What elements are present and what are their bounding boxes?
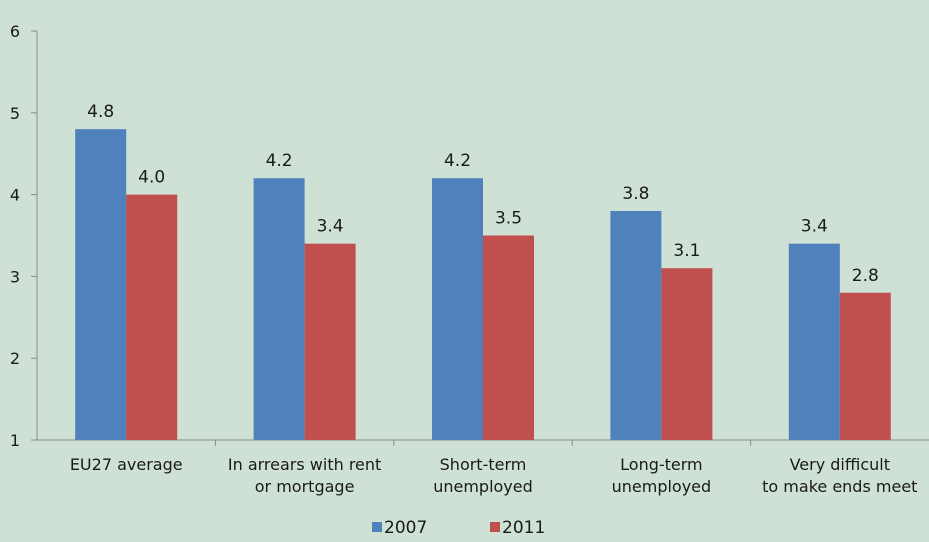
y-tick-label: 2 (10, 349, 20, 368)
y-tick-label: 3 (10, 267, 20, 286)
bar-2007 (788, 243, 840, 440)
data-label-2011: 3.1 (673, 241, 700, 261)
data-label-2011: 3.4 (317, 217, 344, 237)
data-label-2007: 4.2 (444, 151, 471, 171)
legend-label-2007: 2007 (384, 518, 427, 538)
legend-swatch-2011 (490, 522, 500, 532)
data-label-2011: 2.8 (852, 266, 879, 286)
bar-2011 (839, 292, 891, 440)
bar-2007 (610, 210, 662, 440)
x-category-label: Very difficult to make ends meet (762, 455, 917, 496)
bar-2007 (432, 178, 483, 441)
bar-2011 (126, 194, 178, 440)
bar-2011 (304, 243, 356, 440)
data-label-2007: 3.8 (622, 184, 649, 204)
x-category-label: In arrears with rent or mortgage (228, 455, 381, 496)
x-category-label: EU27 average (70, 455, 183, 474)
y-axis: 1 2 3 4 5 6 (10, 22, 38, 450)
x-category-label: Short-term unemployed (433, 455, 533, 496)
data-label-2007: 4.8 (87, 102, 114, 122)
bar-2007 (253, 178, 305, 441)
bars (75, 129, 891, 441)
bar-2011 (483, 235, 534, 440)
bar-2007 (75, 129, 127, 440)
legend-swatch-2007 (372, 522, 382, 532)
data-labels: 4.8 4.0 4.2 3.4 4.2 3.5 3.8 3.1 3.4 2.8 (87, 102, 879, 286)
bar-2011 (661, 268, 713, 440)
x-axis: EU27 average In arrears with rent or mortg… (37, 439, 929, 496)
x-category-label: Long-term unemployed (612, 455, 712, 496)
y-tick-label: 6 (10, 22, 20, 41)
legend: 2007 2011 (372, 518, 545, 538)
y-tick-label: 4 (10, 186, 20, 205)
data-label-2011: 3.5 (495, 209, 522, 229)
legend-label-2011: 2011 (502, 518, 545, 538)
data-label-2007: 4.2 (266, 151, 293, 171)
y-tick-label: 5 (10, 104, 20, 123)
data-label-2007: 3.4 (801, 217, 828, 237)
data-label-2011: 4.0 (138, 168, 165, 188)
y-tick-label: 1 (10, 431, 20, 450)
